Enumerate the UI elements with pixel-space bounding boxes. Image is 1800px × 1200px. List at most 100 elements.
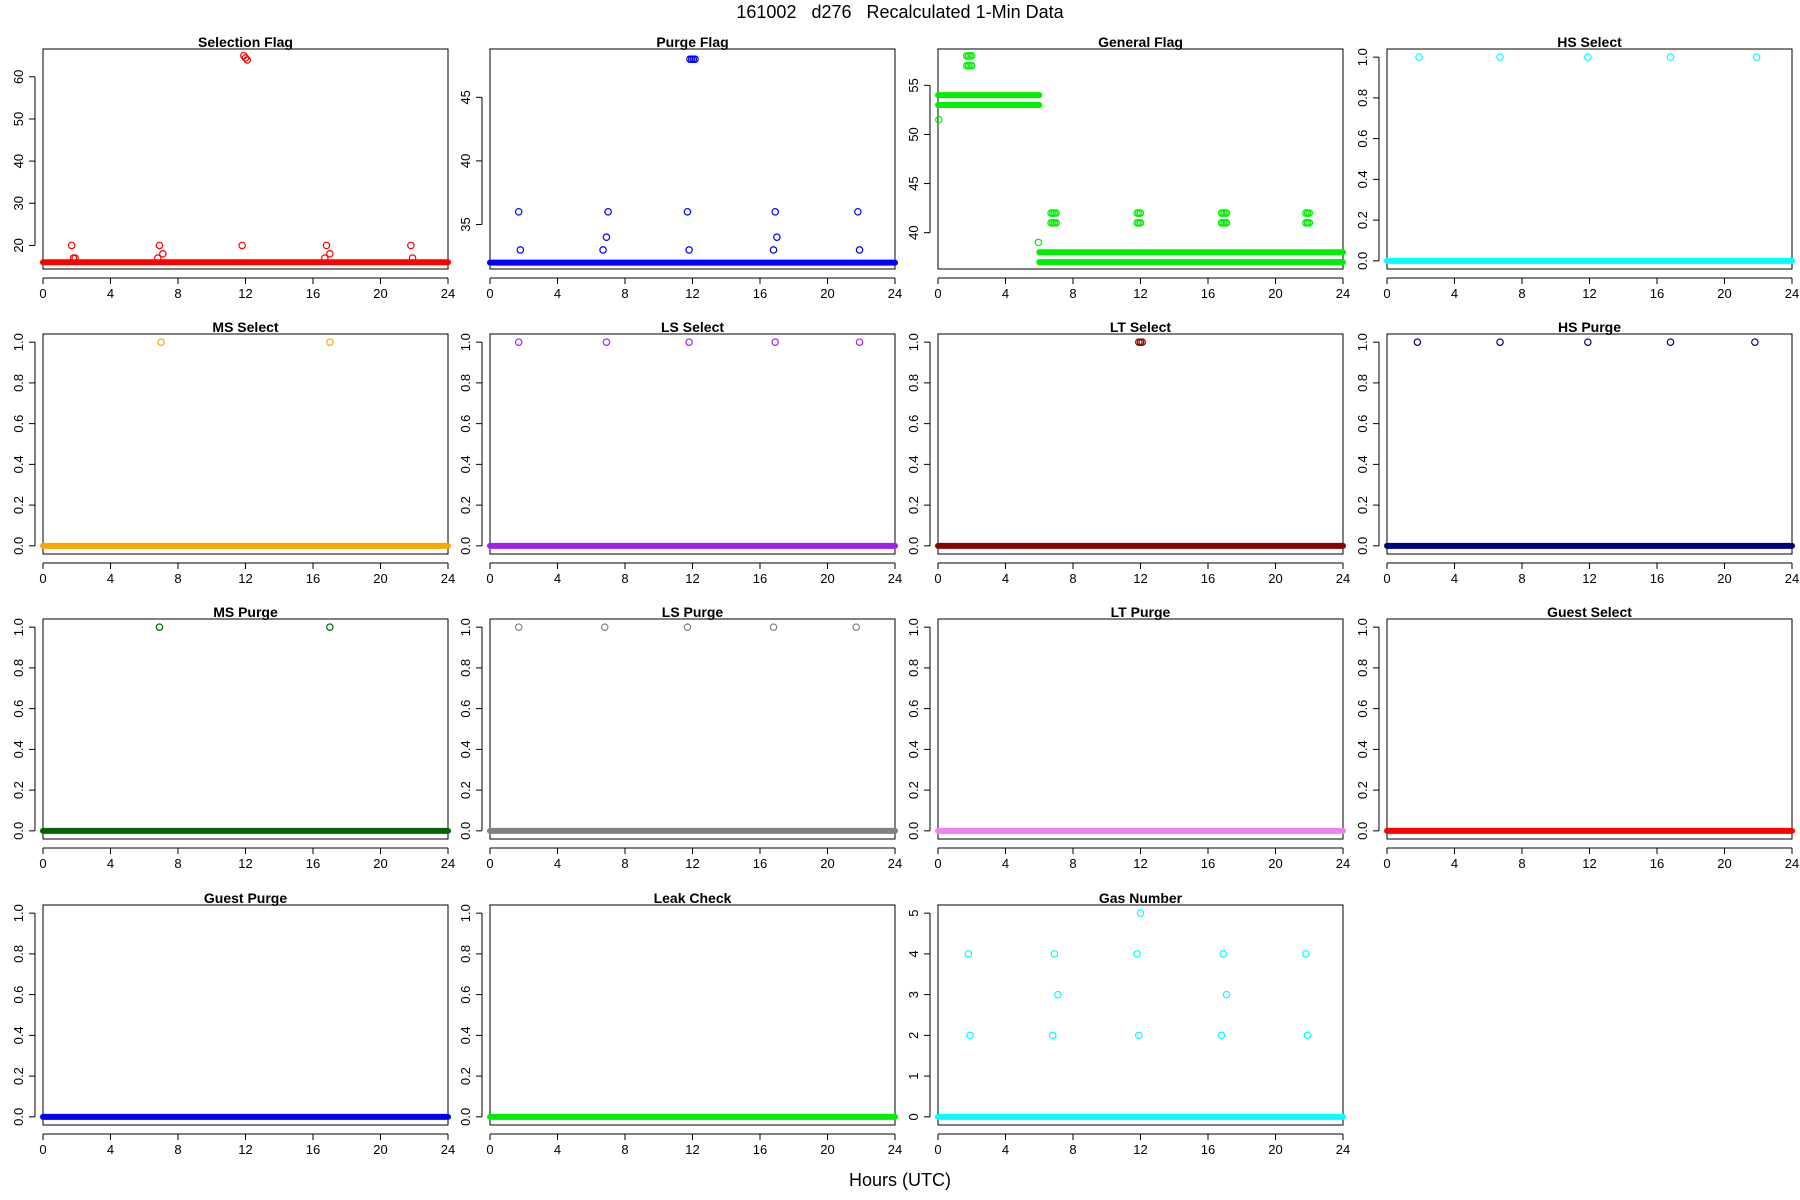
y-tick-label: 0.0: [11, 537, 26, 555]
x-tick-label: 16: [1650, 571, 1664, 586]
x-tick-label: 24: [441, 1142, 455, 1157]
y-tick-label: 0.6: [11, 415, 26, 433]
x-tick-label: 8: [174, 286, 181, 301]
y-tick-label: 0.2: [458, 781, 473, 799]
y-tick-label: 0.4: [458, 455, 473, 473]
y-tick-label: 0.2: [11, 781, 26, 799]
y-tick-label: 40: [906, 225, 921, 239]
data-point: [854, 207, 862, 216]
x-tick-label: 4: [554, 1142, 561, 1157]
x-tick-label: 4: [1451, 286, 1458, 301]
x-tick-label: 12: [1133, 286, 1147, 301]
data-point: [1136, 219, 1145, 227]
x-tick-label: 0: [39, 571, 46, 586]
y-tick-label: 1.0: [458, 618, 473, 636]
data-point: [604, 207, 612, 216]
data-point: [1048, 1031, 1057, 1040]
data-point: [855, 338, 864, 346]
x-tick-label: 24: [888, 286, 902, 301]
y-tick-label: 0.2: [1355, 211, 1370, 229]
data-point: [1217, 1031, 1226, 1040]
y-tick-label: 0.4: [11, 1026, 26, 1044]
y-tick-label: 20: [11, 238, 26, 252]
data-point: [1222, 209, 1231, 217]
plot-frame: [937, 333, 1344, 555]
panel-ms-purge: MS Purge 0 4 8 12 16 20 24 0.0 0.2 0.4 0.6 0.8 1.0: [11, 604, 455, 871]
x-tick-label: 4: [1002, 286, 1009, 301]
data-point: [1050, 950, 1059, 958]
x-tick-label: 8: [621, 856, 628, 871]
panel-general-flag: General Flag 0 4 8 12 16 20 24 40 45 50 55: [906, 34, 1350, 301]
x-tick-label: 12: [685, 1142, 699, 1157]
x-tick-label: 0: [486, 286, 493, 301]
data-point: [966, 1031, 974, 1040]
x-tick-label: 16: [753, 571, 767, 586]
y-tick-label: 0.0: [458, 822, 473, 840]
y-tick-label: 0.0: [906, 822, 921, 840]
y-tick-label: 0.0: [1355, 822, 1370, 840]
x-tick-label: 24: [441, 286, 455, 301]
x-tick-label: 8: [1069, 286, 1076, 301]
x-tick-label: 20: [1268, 286, 1282, 301]
y-tick-label: 40: [11, 154, 26, 168]
panel-leak-check: Leak Check 0 4 8 12 16 20 24 0.0 0.2 0.4 0.6 0.8 1.0: [458, 890, 902, 1157]
y-tick-label: 0.0: [458, 537, 473, 555]
data-point: [1496, 53, 1504, 61]
x-tick-label: 20: [1717, 286, 1731, 301]
y-tick-label: 0.8: [458, 374, 473, 392]
panel-title: General Flag: [1098, 34, 1183, 50]
x-tick-label: 4: [107, 571, 114, 586]
plot-frame: [937, 48, 1344, 270]
data-point: [1496, 338, 1504, 346]
x-tick-label: 24: [1785, 286, 1799, 301]
data-point: [1138, 338, 1146, 346]
x-tick-label: 24: [441, 571, 455, 586]
y-tick-label: 0.0: [458, 1108, 473, 1126]
data-point: [602, 338, 611, 346]
y-tick-label: 3: [906, 991, 921, 998]
x-tick-label: 24: [1336, 856, 1350, 871]
data-point: [1413, 338, 1422, 346]
data-point: [1052, 219, 1060, 227]
data-point: [238, 241, 246, 250]
x-tick-label: 8: [174, 1142, 181, 1157]
data-point: [967, 52, 976, 60]
y-tick-label: 0.6: [458, 415, 473, 433]
x-tick-label: 24: [441, 856, 455, 871]
x-tick-label: 20: [373, 856, 387, 871]
x-tick-label: 16: [1650, 286, 1664, 301]
data-point: [157, 338, 165, 346]
panel-guest-purge: Guest Purge 0 4 8 12 16 20 24 0.0 0.2 0.4 0.6 0.8 1.0: [11, 890, 455, 1157]
data-point: [691, 55, 699, 63]
x-tick-label: 12: [1582, 571, 1596, 586]
y-tick-label: 0.4: [1355, 455, 1370, 473]
x-tick-label: 0: [39, 856, 46, 871]
x-tick-label: 16: [753, 286, 767, 301]
data-point: [1219, 950, 1227, 958]
data-point: [1666, 338, 1675, 346]
panel-selection-flag: Selection Flag 0 4 8 12 16 20 24 20 30 40 50 60: [11, 34, 455, 301]
plot-frame: [1386, 333, 1793, 555]
data-point: [514, 338, 523, 346]
y-tick-label: 1.0: [1355, 333, 1370, 351]
data-point: [1136, 209, 1145, 217]
data-point: [852, 623, 860, 631]
panel-lt-purge: LT Purge 0 4 8 12 16 20 24 0.0 0.2 0.4 0.6 0.8 1.0: [906, 604, 1350, 871]
data-point: [153, 254, 162, 262]
data-point: [321, 254, 329, 262]
y-tick-label: 0.0: [1355, 537, 1370, 555]
x-tick-label: 20: [373, 571, 387, 586]
y-tick-label: 0.2: [11, 496, 26, 514]
x-tick-label: 16: [306, 856, 320, 871]
data-point: [935, 115, 943, 124]
y-tick-label: 45: [906, 176, 921, 190]
y-tick-label: 1.0: [906, 618, 921, 636]
x-tick-label: 8: [1518, 856, 1525, 871]
x-tick-label: 12: [1582, 856, 1596, 871]
y-tick-label: 45: [458, 90, 473, 104]
x-tick-label: 16: [1650, 856, 1664, 871]
x-tick-label: 12: [685, 571, 699, 586]
x-tick-label: 24: [1336, 1142, 1350, 1157]
x-tick-label: 12: [1133, 571, 1147, 586]
data-point: [1415, 53, 1423, 61]
